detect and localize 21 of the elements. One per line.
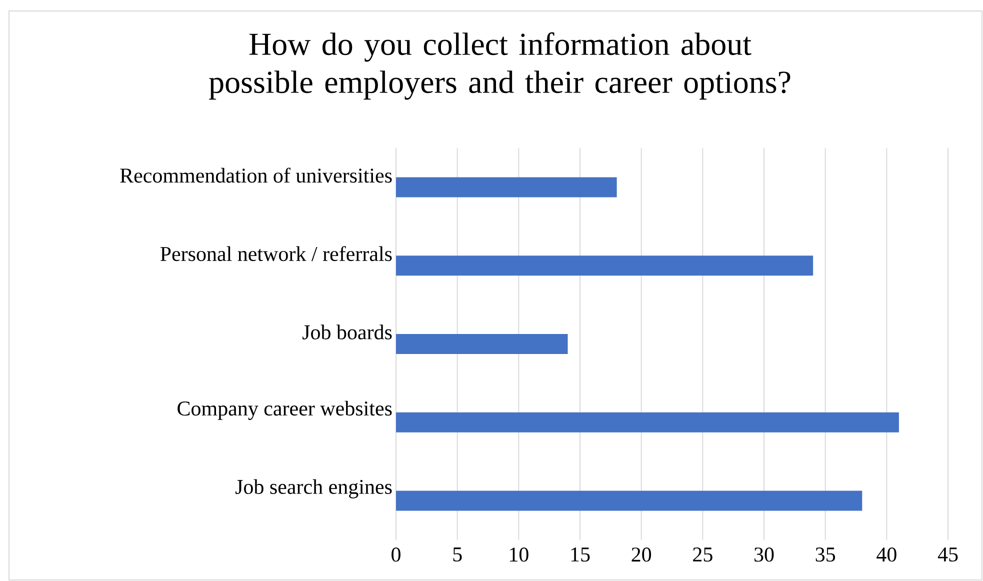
- bar: [396, 490, 862, 511]
- x-tick-label: 35: [816, 548, 836, 562]
- bar: [396, 177, 617, 198]
- x-tick-label: 10: [510, 548, 528, 562]
- y-tick-label: Job boards: [302, 324, 392, 340]
- bar: [396, 334, 568, 354]
- x-tick-label: 20: [632, 548, 652, 562]
- y-tick-label: Recommendation of universities: [120, 168, 392, 183]
- x-tick-label: 25: [693, 548, 712, 562]
- bar: [396, 412, 899, 432]
- x-tick-label: 0: [392, 548, 400, 562]
- x-tick-label: 45: [938, 548, 958, 562]
- y-tick-label: Company career websites: [178, 400, 392, 420]
- x-tick-label: 5: [453, 548, 462, 562]
- chart-title: How do you collect information about possible employers and their career options?: [209, 32, 790, 100]
- bar: [396, 256, 814, 276]
- x-tick-label: 40: [876, 548, 896, 562]
- y-tick-label: Personal network / referrals: [160, 246, 392, 262]
- y-tick-label: Job search engines: [235, 479, 392, 498]
- x-tick-label: 30: [754, 548, 774, 562]
- x-tick-label: 15: [571, 548, 590, 562]
